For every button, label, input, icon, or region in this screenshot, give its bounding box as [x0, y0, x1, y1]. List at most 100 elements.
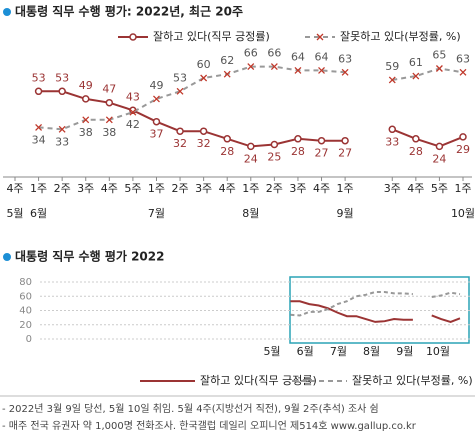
- point: [388, 76, 396, 84]
- point: [412, 72, 420, 80]
- point: [247, 63, 255, 71]
- legend-marker: [316, 33, 324, 41]
- y-tick-label: 40: [19, 306, 32, 317]
- point: [58, 87, 66, 96]
- x-tick-label: 4주: [313, 182, 330, 195]
- legend-marker: [129, 33, 137, 41]
- point: [317, 136, 326, 145]
- legend-label: 잘못하고 있다(부정률, %): [352, 373, 473, 387]
- point: [105, 116, 113, 124]
- point: [294, 135, 302, 143]
- x-tick-label: 3주: [384, 182, 401, 195]
- x-tick-label: 2주: [266, 182, 283, 195]
- value-label: 28: [409, 145, 423, 158]
- point: [176, 87, 184, 95]
- value-label: 66: [267, 47, 281, 60]
- value-label: 63: [456, 52, 470, 65]
- point: [199, 127, 208, 135]
- point: [223, 135, 231, 143]
- x-tick-label: 1주: [242, 182, 259, 195]
- point: [81, 95, 90, 103]
- value-label: 64: [315, 50, 329, 63]
- point: [152, 117, 161, 126]
- value-label: 33: [55, 135, 69, 148]
- point: [153, 95, 160, 103]
- value-label: 66: [244, 47, 258, 60]
- value-label: 28: [291, 145, 305, 158]
- x-tick-label: 2주: [54, 182, 71, 195]
- value-label: 27: [315, 147, 329, 160]
- y-tick-label: 60: [19, 291, 32, 302]
- value-label: 37: [149, 128, 163, 141]
- point: [459, 133, 467, 141]
- series-line: [290, 290, 461, 317]
- month-label: 5월: [6, 207, 23, 220]
- point: [58, 125, 66, 133]
- title-dot: [3, 253, 11, 261]
- x-tick-label: 7월: [330, 345, 347, 358]
- point: [318, 66, 325, 74]
- x-tick-label: 3주: [289, 182, 306, 195]
- note: - 매주 전국 유권자 약 1,000명 전화조사. 한국갤럽 데일리 오피니언…: [2, 420, 417, 432]
- x-tick-label: 9월: [396, 345, 413, 358]
- value-label: 38: [102, 126, 116, 139]
- value-label: 53: [55, 71, 69, 84]
- note: - 2022년 3월 9일 당선, 5월 10일 취임. 5월 4주(지방선거 …: [2, 402, 379, 415]
- value-label: 34: [32, 133, 46, 146]
- value-label: 27: [338, 147, 352, 160]
- value-label: 49: [149, 79, 163, 92]
- chart-title: 대통령 직무 수행 평가 2022: [15, 249, 164, 264]
- series-line: [38, 90, 464, 148]
- value-label: 32: [197, 137, 211, 150]
- month-label: 6월: [30, 207, 47, 220]
- x-tick-label: 4주: [407, 182, 424, 195]
- point: [129, 108, 137, 116]
- value-label: 65: [432, 49, 446, 62]
- value-label: 32: [173, 137, 187, 150]
- series-line: [38, 65, 464, 131]
- point: [176, 127, 184, 135]
- point: [435, 65, 443, 72]
- point: [341, 136, 349, 145]
- value-label: 49: [79, 79, 93, 92]
- value-label: 64: [291, 50, 305, 63]
- value-label: 38: [79, 126, 93, 139]
- value-label: 43: [126, 90, 140, 103]
- point: [34, 87, 43, 96]
- point: [294, 66, 302, 74]
- x-tick-label: 3주: [77, 182, 94, 195]
- point: [82, 116, 90, 124]
- point: [223, 70, 231, 78]
- value-label: 59: [385, 60, 399, 73]
- x-tick-label: 8월: [363, 345, 380, 358]
- legend-label: 잘하고 있다(직무 긍정률): [153, 29, 270, 43]
- y-tick-label: 20: [19, 320, 32, 331]
- legend-label: 잘못하고 있다(부정률, %): [340, 29, 461, 43]
- month-label: 10월: [451, 207, 475, 220]
- x-tick-label: 5월: [263, 345, 280, 358]
- value-label: 61: [409, 56, 423, 69]
- value-label: 29: [456, 143, 470, 156]
- value-label: 47: [102, 83, 116, 96]
- x-tick-label: 4주: [6, 182, 23, 195]
- x-tick-label: 4주: [101, 182, 118, 195]
- value-label: 28: [220, 145, 234, 158]
- value-label: 53: [173, 71, 187, 84]
- chart-title: 대통령 직무 수행 평가: 2022년, 최근 20주: [15, 4, 243, 19]
- value-label: 24: [244, 152, 258, 165]
- value-label: 53: [32, 71, 46, 84]
- point: [247, 142, 255, 151]
- point: [270, 63, 278, 71]
- series-line: [290, 300, 461, 323]
- point: [459, 68, 467, 76]
- x-tick-label: 4주: [219, 182, 236, 195]
- value-label: 33: [385, 135, 399, 148]
- point: [105, 98, 114, 107]
- month-label: 7월: [148, 207, 165, 220]
- x-tick-label: 1주: [454, 182, 471, 195]
- x-tick-label: 6월: [297, 345, 314, 358]
- x-tick-label: 2주: [171, 182, 188, 195]
- point: [435, 142, 444, 151]
- value-label: 42: [126, 118, 140, 131]
